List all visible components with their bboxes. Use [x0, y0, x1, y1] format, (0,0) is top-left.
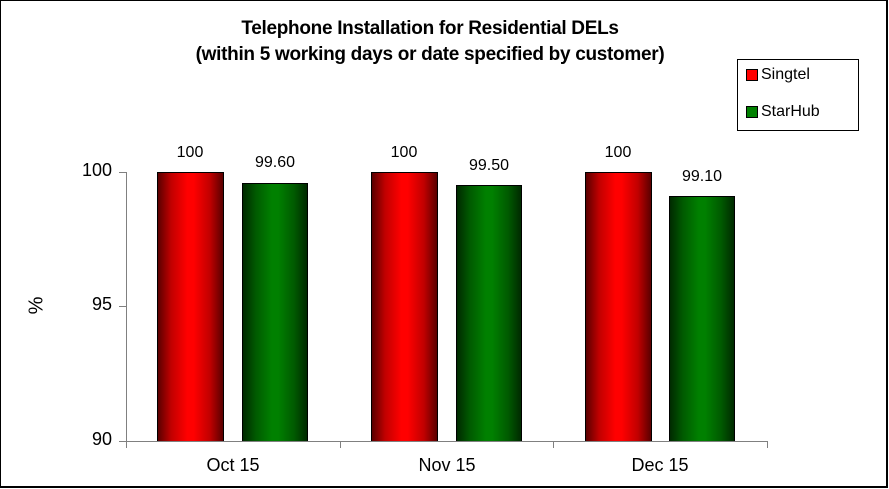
y-tick	[119, 172, 126, 173]
bar-starhub-dec	[669, 196, 735, 441]
bar-starhub-nov	[456, 185, 522, 441]
bar-value-label: 100	[604, 144, 632, 161]
bar-starhub-oct	[242, 183, 308, 441]
bar-value-label: 99.50	[468, 157, 510, 174]
bar-value-label: 100	[176, 144, 204, 161]
green-swatch-icon	[746, 106, 758, 118]
bar-value-label: 99.10	[681, 168, 723, 185]
red-swatch-icon	[746, 69, 758, 81]
x-tick-label: Oct 15	[206, 455, 260, 475]
y-tick	[119, 306, 126, 307]
x-tick-label: Nov 15	[418, 455, 476, 475]
y-axis	[126, 172, 127, 441]
y-tick	[119, 441, 126, 442]
bar-value-label: 99.60	[254, 154, 296, 171]
legend-item-starhub: StarHub	[746, 102, 820, 122]
y-tick-label: 90	[91, 429, 112, 449]
bar-singtel-oct	[157, 172, 224, 441]
x-tick-label: Dec 15	[631, 455, 689, 475]
legend-label: Singtel	[761, 66, 810, 83]
x-tick	[767, 441, 768, 448]
bar-value-label: 100	[390, 144, 418, 161]
x-tick	[126, 441, 127, 448]
legend: Singtel StarHub	[737, 59, 859, 131]
legend-label: StarHub	[761, 103, 820, 120]
x-tick	[553, 441, 554, 448]
bar-singtel-nov	[371, 172, 438, 441]
chart-title: Telephone Installation for Residential D…	[241, 18, 619, 39]
legend-item-singtel: Singtel	[746, 65, 810, 85]
y-tick-label: 95	[91, 294, 112, 314]
bar-singtel-dec	[585, 172, 652, 441]
chart-subtitle: (within 5 working days or date specified…	[195, 44, 665, 65]
x-axis	[126, 441, 768, 442]
y-tick-label: 100	[81, 160, 112, 180]
x-tick	[340, 441, 341, 448]
y-axis-title: %	[25, 296, 48, 315]
